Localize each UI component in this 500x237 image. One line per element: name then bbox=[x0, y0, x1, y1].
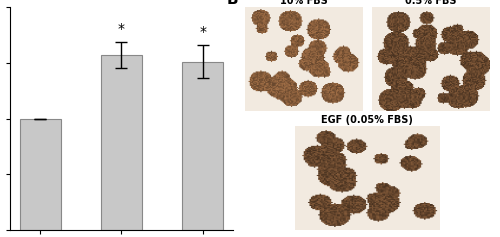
Text: *: * bbox=[199, 25, 206, 39]
Text: *: * bbox=[118, 22, 125, 36]
Text: B: B bbox=[227, 0, 238, 7]
Bar bbox=[182, 62, 223, 230]
Title: 10% FBS: 10% FBS bbox=[280, 0, 328, 6]
Bar bbox=[101, 55, 142, 230]
Title: 0.5% FBS: 0.5% FBS bbox=[406, 0, 457, 6]
Bar bbox=[20, 118, 60, 230]
Title: EGF (0.05% FBS): EGF (0.05% FBS) bbox=[322, 115, 414, 126]
